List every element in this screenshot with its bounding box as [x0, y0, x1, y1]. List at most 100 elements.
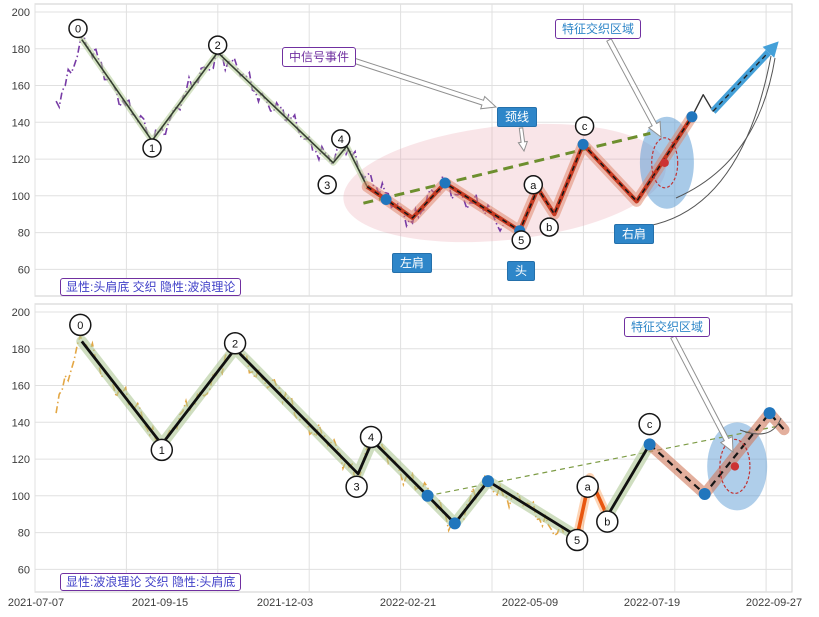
y-axis-tick-label: 180: [12, 44, 30, 56]
wave-segment: [691, 93, 714, 118]
wave-label-text: 0: [75, 24, 81, 36]
wave-label-text: c: [647, 419, 653, 431]
wave-label-text: 5: [518, 235, 524, 247]
wave-label-text: 1: [149, 143, 155, 155]
x-axis-date-label: 2022-02-21: [380, 597, 436, 609]
wave-label-b: b: [596, 510, 619, 533]
projection-arrow-dash: [712, 51, 769, 112]
wave-label-text: 5: [574, 535, 580, 547]
wave-label-3: 3: [317, 175, 337, 195]
wave-label-circle: [150, 438, 174, 462]
wave-label-circle: [68, 18, 88, 39]
y-axis-tick-label: 80: [18, 228, 30, 240]
feature-marker-ellipse: [719, 438, 751, 494]
pivot-dot: [686, 111, 698, 123]
wave-label-2: 2: [207, 35, 228, 55]
callout-arrow: [517, 127, 529, 153]
feature-zone-callout-bottom: 特征交织区域: [624, 317, 711, 337]
neckline-tag: 颈线: [497, 107, 538, 127]
wave-label-2: 2: [223, 332, 247, 355]
wave-label-circle: [596, 510, 619, 533]
wave-label-circle: [359, 425, 383, 449]
head-shoulders-chart-canvas: 200 180 160 140 120 100 80 60 0 1 2 3 4 5 a b c: [12, 3, 793, 297]
wave-label-1: 1: [150, 438, 174, 462]
y-axis-tick-label: 200: [12, 7, 30, 19]
x-axis-date-label: 2022-05-09: [502, 597, 558, 609]
y-axis-tick-label: 160: [12, 381, 30, 393]
wave-label-a: a: [576, 475, 599, 498]
wave-label-4: 4: [331, 129, 351, 149]
right-shoulder-tag: 右肩: [614, 224, 655, 244]
wave-label-circle: [331, 129, 351, 149]
wave-dash-overlay: [366, 116, 693, 232]
feature-marker-ellipse: [651, 137, 679, 189]
wave-label-text: c: [582, 121, 588, 133]
head-tag: 头: [507, 261, 536, 281]
neckline: [363, 131, 651, 205]
pivot-dot: [448, 517, 461, 530]
pivot-dot: [763, 407, 776, 420]
feature-marker-dot: [730, 462, 740, 471]
caption-top-chart: 显性:头肩底 交织 隐性:波浪理论: [60, 278, 242, 296]
connector-curve: [739, 417, 782, 435]
wave-label-4: 4: [359, 425, 383, 449]
wave-label-text: 3: [354, 482, 360, 494]
wave-label-text: b: [604, 517, 610, 529]
pivot-dot: [577, 138, 589, 150]
wave-label-circle: [523, 175, 544, 195]
wave-label-c: c: [638, 412, 661, 436]
pivot-dot: [421, 489, 434, 502]
y-axis-tick-label: 100: [12, 491, 30, 503]
pivot-dot: [380, 194, 392, 205]
x-axis-date-label: 2022-09-27: [746, 597, 802, 609]
wave-label-circle: [142, 138, 162, 158]
connector-curve: [675, 57, 776, 199]
callout-arrow: [350, 56, 498, 110]
x-axis-date-label: 2022-07-19: [624, 597, 680, 609]
wave-segment: [81, 39, 368, 188]
y-axis-tick-label: 180: [12, 344, 30, 356]
wave-label-b: b: [539, 217, 559, 237]
x-axis-date-label: 2021-12-03: [257, 597, 313, 609]
y-axis-tick-label: 60: [18, 564, 30, 576]
wave-label-c: c: [574, 116, 595, 136]
wave-label-text: b: [546, 222, 552, 234]
wave-segment: [606, 443, 651, 517]
wave-segment: [648, 411, 785, 496]
projection-arrow-head: [762, 41, 779, 58]
wave-label-0: 0: [68, 18, 88, 39]
wave-label-text: a: [585, 482, 592, 494]
wave-label-circle: [345, 475, 368, 498]
wave-label-circle: [207, 35, 228, 55]
y-axis-tick-label: 140: [12, 417, 30, 429]
pivot-dot: [643, 438, 656, 451]
connector-curve: [647, 55, 772, 227]
wave-label-text: 1: [159, 445, 165, 457]
price-line: [55, 333, 565, 537]
caption-bottom-chart: 显性:波浪理论 交织 隐性:头肩底: [60, 573, 242, 591]
x-axis-date-label: 2021-09-15: [132, 597, 188, 609]
wave-label-circle: [317, 175, 337, 195]
wave-label-text: 2: [215, 40, 221, 52]
y-axis-tick-label: 160: [12, 81, 30, 93]
wave-label-text: 3: [324, 180, 330, 192]
y-axis-tick-label: 60: [18, 264, 30, 276]
wave-label-text: 4: [368, 432, 374, 444]
wave-label-5: 5: [565, 528, 589, 552]
pivot-dot: [439, 177, 451, 189]
callout-arrow: [670, 335, 734, 454]
pivot-dot: [698, 488, 711, 500]
callout-arrow: [606, 38, 662, 139]
wave-label-5: 5: [511, 230, 531, 250]
wave-label-text: a: [530, 180, 537, 192]
y-axis-tick-label: 200: [12, 307, 30, 319]
y-axis-tick-label: 100: [12, 191, 30, 203]
wave-label-circle: [69, 313, 92, 337]
y-axis-tick-label: 140: [12, 117, 30, 129]
wave-label-1: 1: [142, 138, 162, 158]
wave-label-circle: [638, 412, 661, 436]
feature-marker-dot: [660, 158, 669, 167]
wave-label-circle: [223, 332, 247, 355]
